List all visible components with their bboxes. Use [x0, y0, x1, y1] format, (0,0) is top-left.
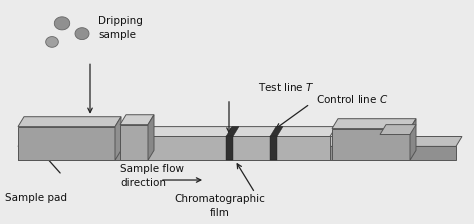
- Text: Sample pad: Sample pad: [5, 193, 67, 203]
- Polygon shape: [55, 17, 70, 30]
- Polygon shape: [148, 136, 330, 160]
- Polygon shape: [120, 115, 154, 125]
- Polygon shape: [226, 127, 239, 136]
- Text: Sample flow
direction: Sample flow direction: [120, 164, 184, 188]
- Polygon shape: [226, 136, 233, 160]
- Polygon shape: [75, 28, 89, 40]
- Polygon shape: [270, 136, 277, 160]
- Polygon shape: [115, 117, 121, 160]
- Polygon shape: [410, 119, 416, 160]
- Text: Chromatographic
film: Chromatographic film: [174, 194, 265, 218]
- Polygon shape: [148, 115, 154, 160]
- Polygon shape: [46, 37, 58, 47]
- Text: Dripping
sample: Dripping sample: [98, 16, 143, 40]
- Polygon shape: [120, 125, 148, 160]
- Polygon shape: [148, 127, 336, 136]
- Polygon shape: [332, 119, 416, 129]
- Polygon shape: [332, 129, 410, 160]
- Polygon shape: [270, 127, 283, 136]
- Polygon shape: [18, 127, 115, 160]
- Polygon shape: [18, 117, 121, 127]
- Text: Control line $C$: Control line $C$: [316, 93, 388, 105]
- Polygon shape: [18, 146, 456, 160]
- Polygon shape: [18, 136, 462, 146]
- Text: Test line $T$: Test line $T$: [258, 81, 315, 93]
- Polygon shape: [380, 125, 416, 135]
